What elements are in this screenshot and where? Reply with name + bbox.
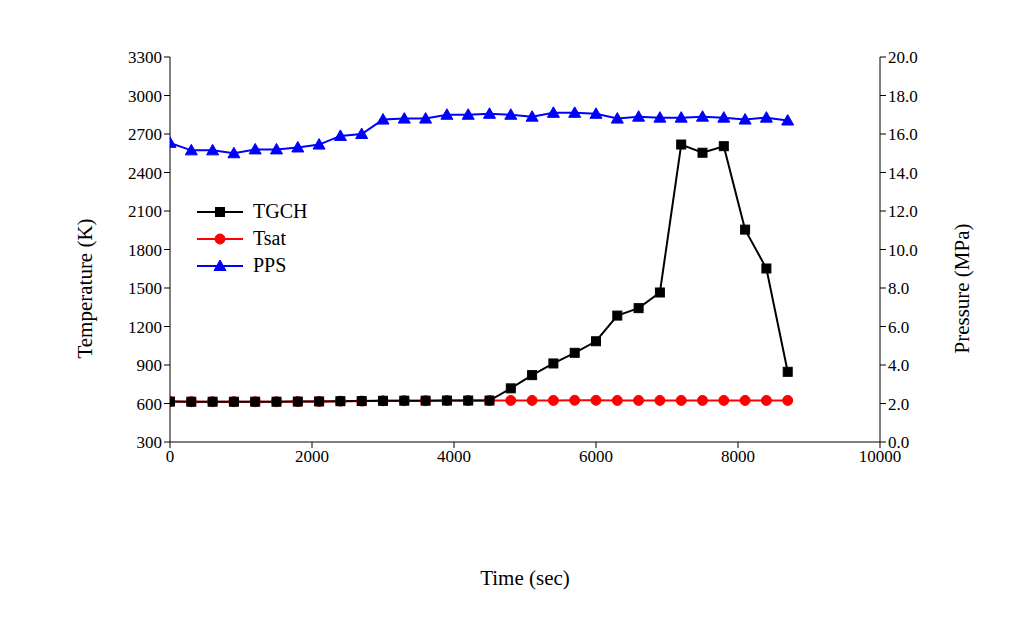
svg-text:10000: 10000 [858,447,902,467]
svg-text:14.0: 14.0 [888,164,918,183]
svg-text:1500: 1500 [128,279,162,298]
svg-text:2100: 2100 [128,202,162,221]
svg-text:2.0: 2.0 [888,395,909,414]
svg-text:1800: 1800 [128,241,162,260]
svg-text:0: 0 [166,447,175,466]
svg-text:300: 300 [137,433,163,452]
svg-text:3000: 3000 [128,87,162,106]
svg-text:6000: 6000 [579,447,613,466]
svg-text:8000: 8000 [721,447,755,466]
svg-text:1200: 1200 [128,318,162,337]
svg-text:2000: 2000 [295,447,329,466]
svg-text:16.0: 16.0 [888,125,918,144]
html-text:Time (sec): Time (sec) [480,566,570,590]
html-text:Pressure (MPa): Pressure (MPa) [949,223,974,354]
html-text:PPS: PPS [253,254,287,276]
svg-text:2400: 2400 [128,164,162,183]
svg-text:20.0: 20.0 [888,48,918,67]
svg-text:0.0: 0.0 [888,433,909,452]
svg-text:3300: 3300 [128,48,162,67]
svg-text:600: 600 [137,395,163,414]
svg-text:4000: 4000 [437,447,471,466]
svg-text:10.0: 10.0 [888,241,918,260]
svg-text:8.0: 8.0 [888,279,909,298]
svg-text:900: 900 [137,356,163,375]
svg-text:4.0: 4.0 [888,356,909,375]
html-text:TGCH: TGCH [253,200,308,222]
svg-text:2700: 2700 [128,125,162,144]
html-text:Temperature (K): Temperature (K) [72,218,97,359]
html-text:Tsat: Tsat [253,227,286,249]
svg-text:18.0: 18.0 [888,87,918,106]
svg-text:12.0: 12.0 [888,202,918,221]
svg-text:6.0: 6.0 [888,318,909,337]
